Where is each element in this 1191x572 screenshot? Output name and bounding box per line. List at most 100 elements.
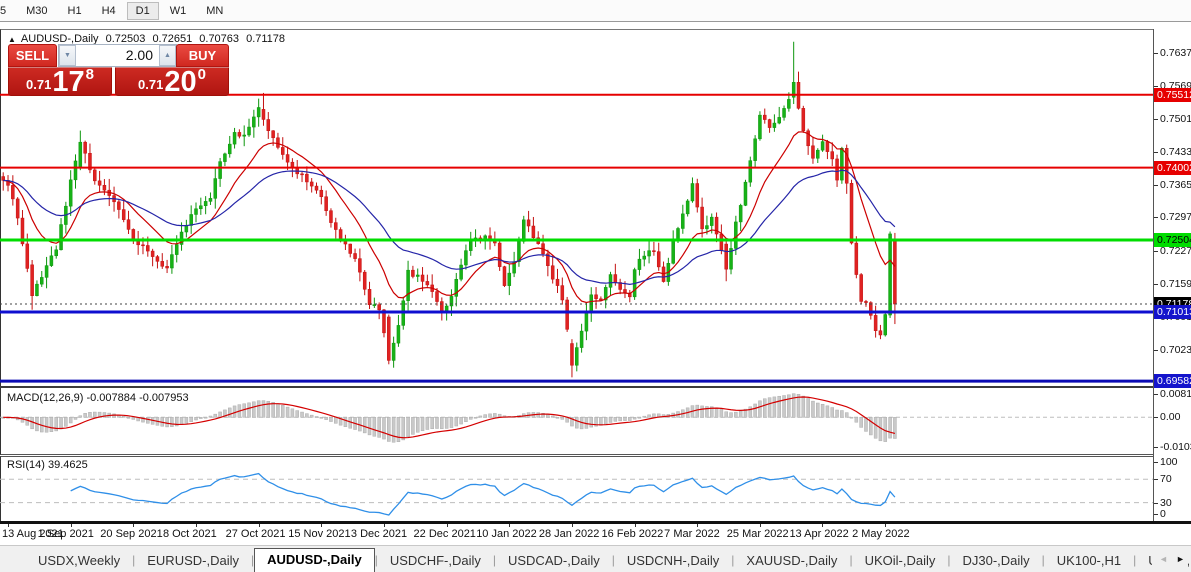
candle-body	[849, 183, 854, 244]
macd-histogram-bar	[464, 417, 468, 422]
macd-histogram-bar	[68, 417, 73, 424]
tab-usdcnh-daily[interactable]: USDCNH-,Daily	[626, 553, 720, 568]
candle-body	[88, 153, 92, 171]
macd-chart[interactable]	[0, 388, 1153, 454]
date-tick	[133, 524, 135, 527]
candle-body	[276, 137, 280, 148]
candle-body	[763, 114, 767, 120]
date-label: 16 Feb 2022	[601, 528, 664, 540]
timeframe-d1[interactable]: D1	[126, 1, 159, 20]
candle-body	[772, 122, 777, 128]
macd-histogram-bar	[873, 417, 878, 439]
tab-dj30-daily[interactable]: DJ30-,Daily	[962, 553, 1030, 568]
tab-usdcad-daily[interactable]: USDCAD-,Daily	[507, 553, 600, 568]
tab-eurusd-daily[interactable]: EURUSD-,Daily	[147, 553, 239, 568]
macd-histogram-bar	[632, 417, 637, 420]
macd-histogram-bar	[637, 417, 642, 419]
candle-body	[579, 330, 584, 348]
macd-histogram-bar	[772, 396, 777, 418]
candle-body	[194, 208, 198, 215]
chart-title-arrow-icon[interactable]: ▲	[8, 35, 16, 44]
candle-body	[656, 251, 661, 268]
candle-body	[49, 255, 54, 266]
candle-body	[78, 141, 83, 168]
volume-increase-button[interactable]: ▲	[159, 45, 176, 66]
macd-histogram-bar	[594, 417, 598, 427]
date-label: 20 Sep 2021	[100, 528, 163, 540]
candle-body	[854, 242, 859, 275]
macd-histogram-bar	[126, 417, 131, 419]
price-badge: 0.69582	[1154, 374, 1191, 389]
tab-ukoil-daily[interactable]: UKOil-,Daily	[864, 553, 936, 568]
candle-body	[40, 277, 44, 285]
candle-body	[599, 298, 603, 301]
candle-body	[11, 185, 15, 200]
macd-histogram-bar	[449, 417, 454, 428]
candle-body	[232, 132, 237, 145]
chart-symbol: AUDUSD-,Daily	[20, 33, 99, 45]
macd-histogram-bar	[184, 417, 189, 424]
tab-divider: |	[1041, 553, 1045, 567]
macd-histogram-bar	[276, 403, 280, 418]
macd-histogram-bar	[709, 406, 714, 418]
tab-scroll-right-icon[interactable]: ►	[1176, 554, 1185, 564]
date-label: 3 Dec 2021	[350, 528, 408, 540]
tab-usdx-weekly[interactable]: USDX,Weekly	[38, 553, 121, 568]
macd-histogram-bar	[165, 417, 169, 428]
tab-divider: |	[611, 553, 615, 567]
candle-body	[801, 108, 806, 132]
candle-body	[266, 119, 271, 131]
candle-body	[859, 274, 863, 302]
buy-button[interactable]: BUY	[176, 44, 229, 67]
candlestick-chart[interactable]	[0, 29, 1153, 386]
candle-body	[844, 148, 849, 184]
tab-usdchf-daily[interactable]: USDCHF-,Daily	[389, 553, 481, 568]
tab-divider: |	[947, 553, 951, 567]
tab-uk100-h1[interactable]: UK100-,H1	[1056, 553, 1122, 568]
candle-body	[97, 180, 102, 186]
sell-button[interactable]: SELL	[8, 44, 57, 67]
tab-scroll-arrows: ◄ ►	[1152, 551, 1188, 567]
macd-histogram-bar	[271, 402, 275, 418]
timeframe-5[interactable]: 5	[0, 4, 7, 17]
volume-input[interactable]: 2.00	[125, 47, 153, 63]
candle-body	[189, 214, 193, 226]
candle-body	[681, 213, 685, 229]
symbol-tab-bar: USDX,Weekly | EURUSD-,Daily | AUDUSD-,Daily |…	[0, 545, 1191, 572]
macd-histogram-bar	[141, 417, 145, 423]
volume-decrease-button[interactable]: ▼	[59, 45, 76, 66]
date-label: 7 Mar 2022	[664, 528, 720, 540]
macd-histogram-bar	[753, 403, 757, 418]
date-tick	[634, 524, 636, 527]
sell-price-display[interactable]: 0.71 17 8	[8, 66, 112, 97]
candle-body	[203, 201, 208, 207]
timeframe-mn[interactable]: MN	[206, 4, 224, 17]
macd-histogram-bar	[20, 417, 25, 423]
macd-histogram-bar	[478, 415, 483, 418]
buy-price-display[interactable]: 0.71 20 0	[115, 66, 229, 97]
macd-histogram-bar	[194, 417, 198, 421]
candle-body	[758, 114, 762, 140]
macd-label: MACD(12,26,9) -0.007884 -0.007953	[7, 392, 189, 404]
candle-body	[25, 243, 30, 269]
macd-histogram-bar	[748, 406, 753, 418]
price-badge: 0.74002	[1154, 160, 1191, 175]
timeframe-h4[interactable]: H4	[101, 4, 116, 17]
candle-body	[603, 287, 608, 301]
timeframe-h1[interactable]: H1	[67, 4, 82, 17]
rsi-chart[interactable]	[0, 456, 1153, 521]
macd-histogram-bar	[782, 395, 786, 418]
macd-histogram-bar	[729, 412, 733, 418]
tab-scroll-left-icon[interactable]: ◄	[1159, 554, 1168, 564]
candle-body	[237, 132, 242, 137]
candle-body	[791, 82, 796, 98]
candle-body	[59, 224, 63, 251]
timeframe-m30[interactable]: M30	[26, 4, 48, 17]
tab-audusd-daily[interactable]: AUDUSD-,Daily	[254, 548, 375, 572]
tab-xauusd-daily[interactable]: XAUUSD-,Daily	[746, 553, 838, 568]
macd-histogram-bar	[796, 394, 801, 418]
candle-body	[869, 302, 873, 316]
date-label: 25 Mar 2022	[726, 528, 789, 540]
timeframe-w1[interactable]: W1	[169, 4, 187, 17]
